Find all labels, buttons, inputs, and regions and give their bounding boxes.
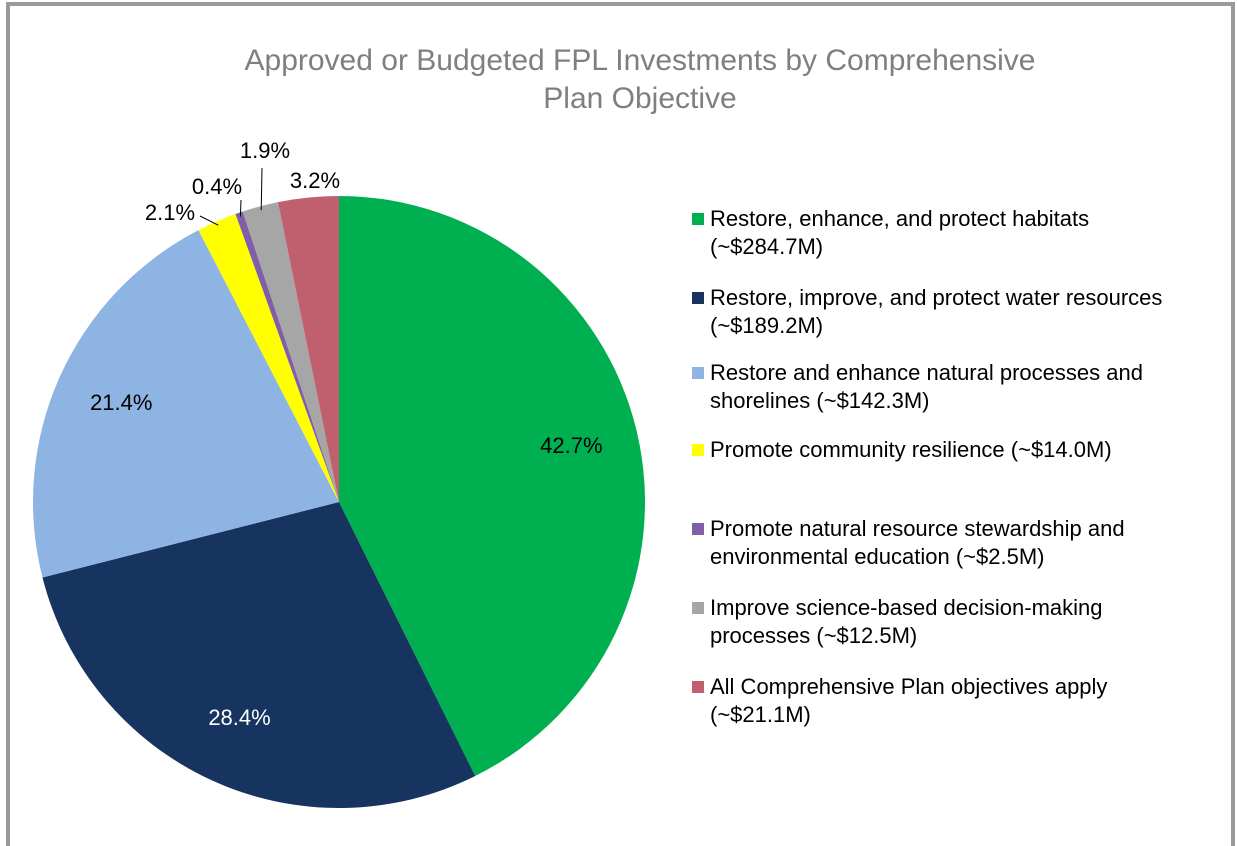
page: {"chart_data": {"type": "pie", "title": … [6,2,1235,846]
pie-slice [235,211,339,502]
legend-label: Restore, enhance, and protect habitats (… [710,206,1090,259]
chart: 42.7% 28.4% 21.4% 2.1%0.4% 1.9%3.2% [33,138,645,808]
data-label: 3.2% [290,168,340,193]
chart-title: Approved or Budgeted FPL Investments by … [244,44,1036,115]
data-label: 42.7% [540,433,602,458]
legend-label: Promote natural resource stewardship and… [710,516,1125,569]
legend-swatch [692,367,704,379]
leader-line [260,167,263,211]
pie-slice [277,196,339,502]
legend-swatch [692,292,704,304]
data-label: 21.4% [90,390,152,415]
pie-slice [42,502,476,808]
pie-slice [339,196,645,777]
legend-label: Promote community resilience (~$14.0M) [710,437,1112,462]
legend-swatch [692,213,704,225]
legend-swatch [692,523,704,535]
pie-slice [33,230,339,578]
pie-slice [242,202,339,502]
data-label: 2.1% [145,200,195,225]
leader-line [239,199,242,217]
data-label: 0.4% [192,174,242,199]
chart-frame [6,2,1235,846]
legend-label: Restore and enhance natural processes an… [710,360,1143,413]
data-label: 28.4% [208,705,270,730]
legend-label: All Comprehensive Plan objectives apply … [710,674,1108,727]
leader-line [199,215,219,226]
pie-slice [198,214,339,502]
legend-swatch [692,602,704,614]
legend-swatch [692,681,704,693]
legend-label: Restore, improve, and protect water reso… [710,285,1163,338]
data-label: 1.9% [240,138,290,163]
legend-swatch [692,444,704,456]
legend-label: Improve science-based decision-making pr… [710,595,1103,648]
